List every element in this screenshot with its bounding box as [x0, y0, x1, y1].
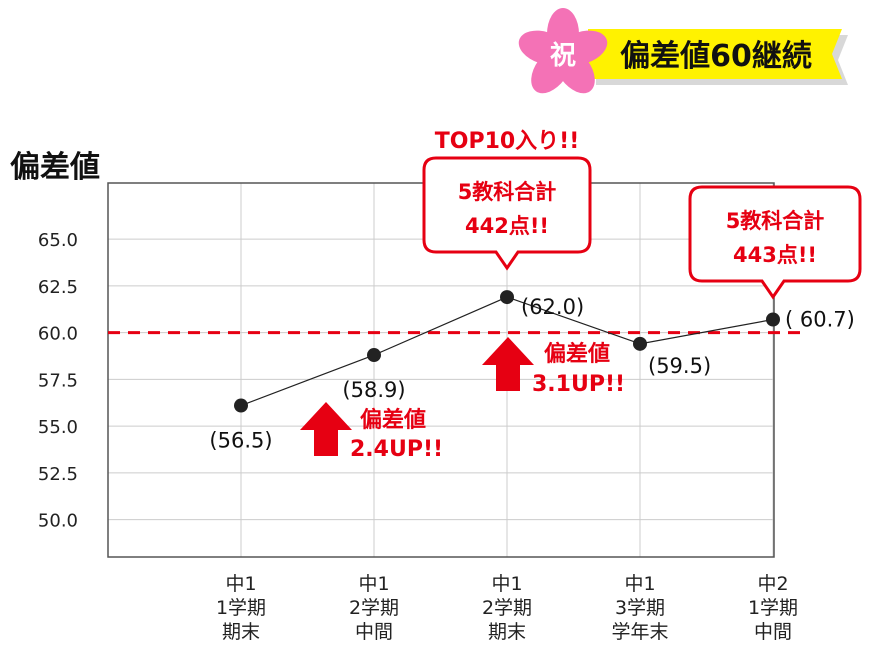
- speech-bubble-1: 5教科合計 442点!!: [422, 156, 592, 271]
- arrow-2-line2: 3.1UP!!: [532, 372, 625, 397]
- data-label: (56.5): [209, 429, 272, 453]
- data-labels: (56.5) (58.9) (62.0) (59.5) ( 60.7): [209, 295, 854, 452]
- x-tick-label: 中1: [358, 573, 389, 595]
- y-tick-label: 52.5: [38, 464, 78, 485]
- data-points: [234, 290, 780, 413]
- arrow-annotation-2: 偏差値 3.1UP!!: [482, 337, 625, 397]
- y-tick-label: 50.0: [38, 511, 78, 532]
- data-point: [367, 348, 381, 363]
- arrow-1-line2: 2.4UP!!: [350, 437, 443, 462]
- x-tick-label: 中1: [491, 573, 522, 595]
- arrow-1-line1: 偏差値: [360, 407, 426, 433]
- data-label: ( 60.7): [785, 308, 855, 332]
- data-label: (59.5): [648, 354, 711, 378]
- speech-bubble-1-line2: 442点!!: [465, 214, 549, 238]
- x-tick-label: 3学期: [615, 597, 665, 619]
- x-tick-label: 中1: [225, 573, 256, 595]
- x-tick-label: 中2: [757, 573, 788, 595]
- speech-bubble-2-line2: 443点!!: [733, 243, 817, 267]
- x-tick-label: 1学期: [748, 597, 798, 619]
- arrow-2-line1: 偏差値: [544, 341, 610, 367]
- y-tick-labels: 65.0 62.5 60.0 57.5 55.0 52.5 50.0: [38, 230, 78, 531]
- up-arrow-icon: [482, 337, 534, 391]
- y-tick-label: 55.0: [38, 417, 78, 438]
- x-tick-label: 中間: [754, 621, 792, 643]
- y-tick-label: 65.0: [38, 230, 78, 251]
- x-tick-label: 期末: [488, 621, 526, 643]
- speech-bubble-2: 5教科合計 443点!!: [688, 185, 862, 300]
- data-point: [633, 336, 647, 351]
- data-point: [500, 290, 514, 305]
- celebration-badge: 偏差値60継続 祝: [518, 8, 848, 94]
- y-tick-label: 60.0: [38, 324, 78, 345]
- y-tick-label: 57.5: [38, 370, 78, 391]
- data-point: [234, 398, 248, 413]
- x-tick-label: 2学期: [482, 597, 532, 619]
- speech-bubble-2-line1: 5教科合計: [726, 209, 825, 233]
- x-tick-label: 2学期: [349, 597, 399, 619]
- x-tick-label: 期末: [222, 621, 260, 643]
- grid-lines: [108, 183, 774, 557]
- data-label: (58.9): [342, 378, 405, 402]
- badge-banner-text: 偏差値60継続: [620, 39, 812, 74]
- arrow-annotation-1: 偏差値 2.4UP!!: [300, 402, 443, 462]
- speech-bubble-1-shape: [422, 156, 592, 271]
- speech-bubble-2-shape: [688, 185, 862, 300]
- data-point: [766, 312, 780, 327]
- data-label: (62.0): [521, 295, 584, 319]
- badge-flower-text: 祝: [550, 41, 576, 71]
- x-tick-label: 1学期: [216, 597, 266, 619]
- speech-bubble-1-line1: 5教科合計: [458, 180, 557, 204]
- x-tick-label: 中1: [624, 573, 655, 595]
- x-tick-label: 学年末: [611, 621, 668, 643]
- y-axis-title: 偏差値: [10, 150, 100, 185]
- top10-callout-text: TOP10入り!!: [435, 129, 580, 154]
- badge-banner: [588, 29, 842, 79]
- up-arrow-icon: [300, 402, 352, 456]
- sakura-flower-icon: [518, 8, 608, 94]
- x-tick-label: 中間: [355, 621, 393, 643]
- y-tick-label: 62.5: [38, 277, 78, 298]
